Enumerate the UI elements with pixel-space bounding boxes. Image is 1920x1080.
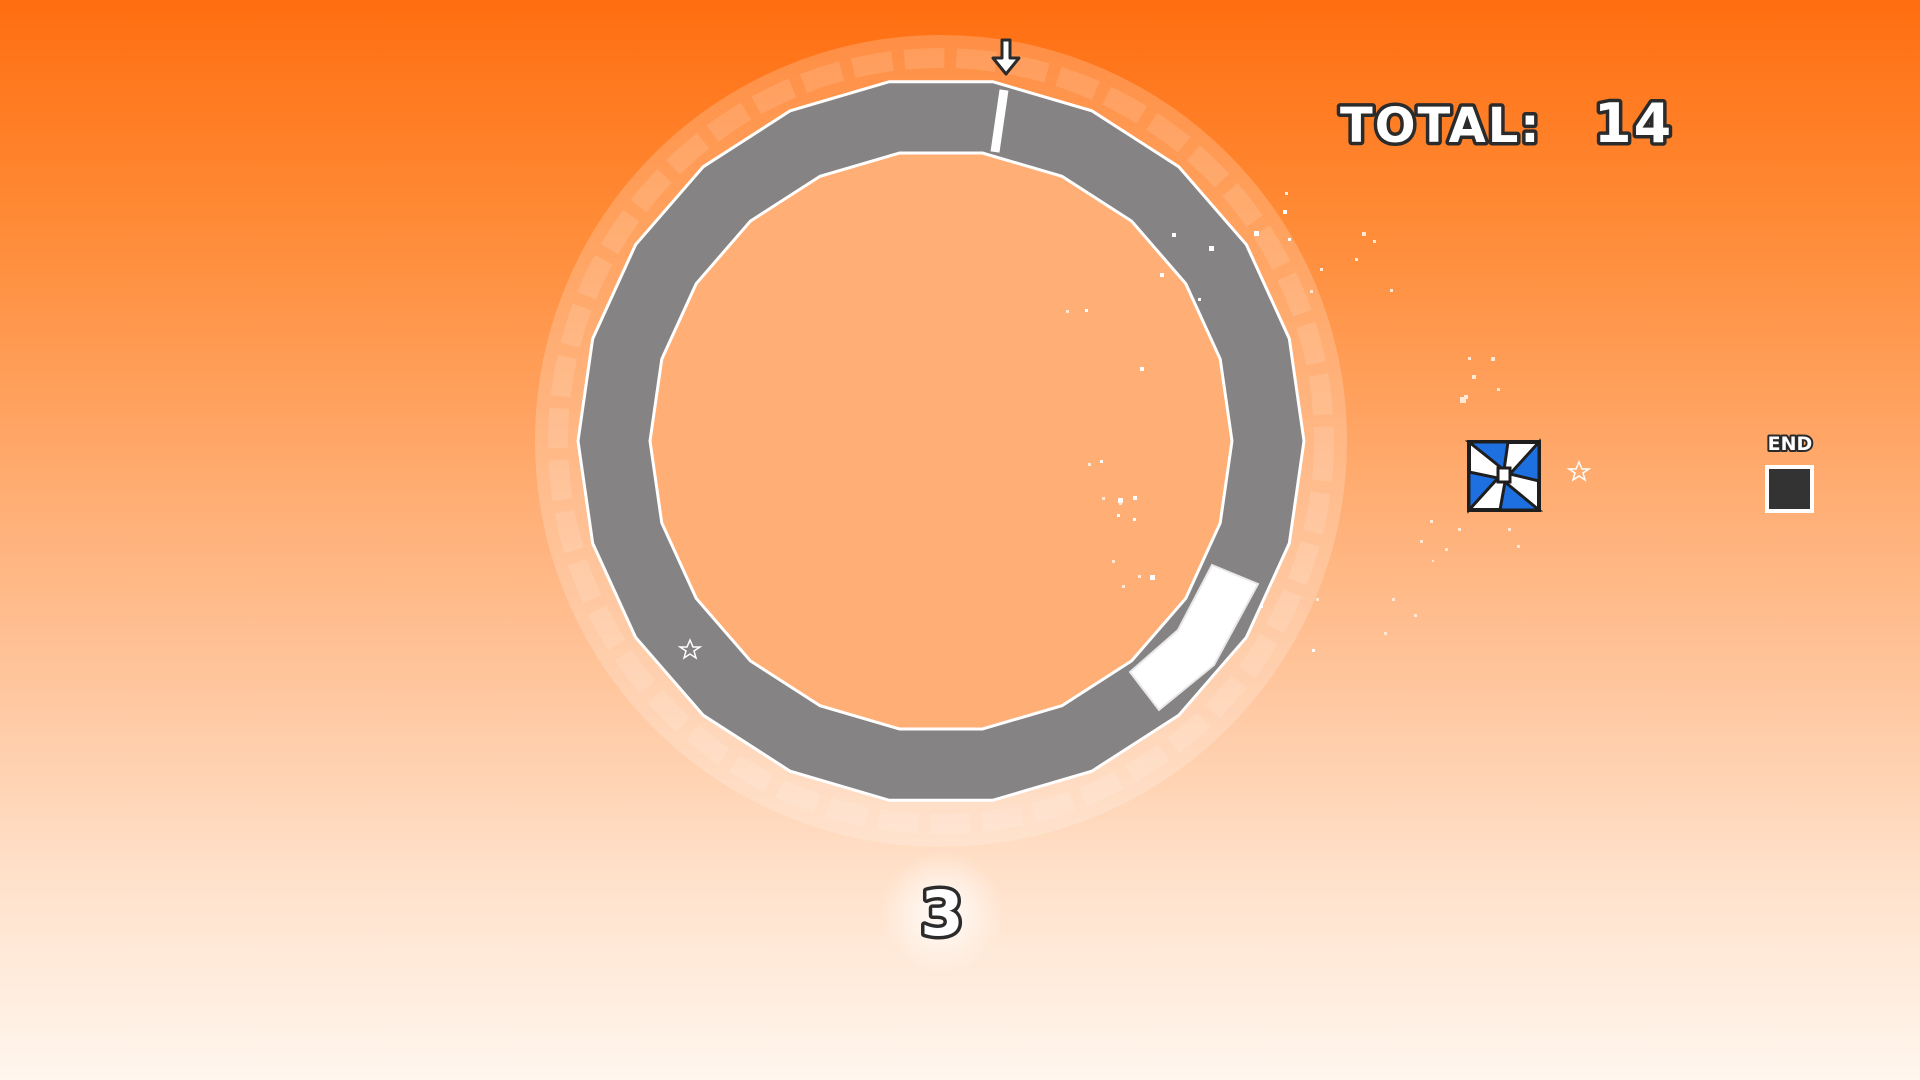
total-value: 14 (1594, 92, 1673, 155)
ring-white-block (1128, 563, 1260, 712)
ring-center-void (691, 191, 1191, 691)
outer-halo-ring (535, 35, 1347, 847)
counter-value: 3 (920, 877, 963, 950)
pinwheel-cube-icon[interactable] (1464, 438, 1544, 514)
down-arrow-icon (991, 38, 1021, 76)
end-block (1765, 465, 1814, 513)
total-label: TOTAL: (1340, 98, 1542, 154)
outer-halo-ring-inner-band (548, 48, 1334, 834)
particles (1085, 210, 1315, 652)
end-label: END (1768, 433, 1813, 455)
star-outline-icon (1566, 460, 1592, 482)
particles-warm (1066, 192, 1520, 635)
ring-start-marker (990, 89, 1009, 153)
counter-glow (880, 850, 1004, 974)
track-ring (576, 80, 1306, 802)
star-outline-icon (677, 638, 703, 660)
